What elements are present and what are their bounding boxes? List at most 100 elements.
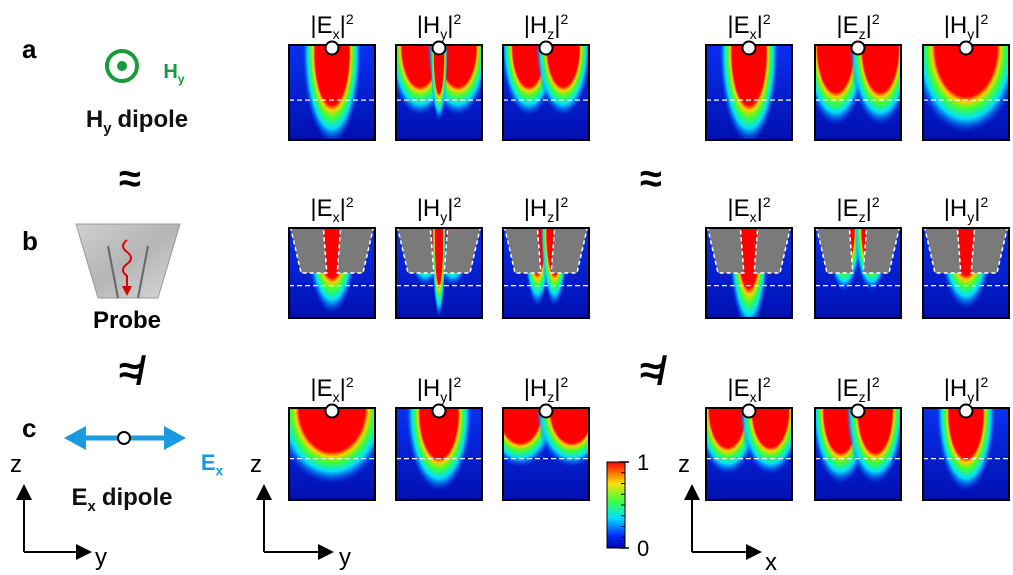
title-close: |	[554, 375, 560, 402]
relation-symbol: ≈	[119, 157, 141, 201]
field-map	[706, 408, 792, 500]
axis-label-z: z	[250, 451, 262, 478]
field-map	[289, 228, 375, 318]
probe-tip	[862, 228, 901, 274]
title-open: |E	[310, 375, 332, 402]
probe-tip	[550, 228, 589, 274]
probe-tip	[503, 228, 542, 274]
ex-dipole-label: Ex dipole	[72, 484, 173, 515]
field-lobe	[936, 408, 996, 491]
probe-tip	[923, 228, 962, 274]
field-map	[396, 45, 482, 140]
title-close: |	[554, 195, 560, 222]
field-map	[815, 408, 901, 500]
dipole-marker	[850, 403, 866, 419]
title-sup: 2	[981, 374, 989, 390]
symbol-main: H	[86, 106, 103, 133]
title-close: |	[447, 195, 453, 222]
probe-tip	[970, 228, 1009, 274]
title-open: |H	[524, 12, 548, 39]
panel-title: |Hy|2	[417, 374, 462, 405]
title-sup: 2	[561, 194, 569, 210]
title-sub: z	[859, 209, 866, 225]
symbol-sub: y	[178, 72, 185, 86]
row-label: b	[22, 226, 38, 256]
title-sup: 2	[981, 194, 989, 210]
dipole-marker	[431, 40, 447, 56]
title-close: |	[757, 375, 763, 402]
panel-title: |Ex|2	[727, 194, 770, 225]
title-open: |H	[417, 195, 441, 222]
panel-title: |Hy|2	[417, 194, 462, 225]
panel-frame	[922, 227, 1010, 319]
row-label: a	[22, 34, 37, 64]
field-map	[396, 228, 482, 318]
symbol-main: H	[163, 61, 177, 83]
axes-arrows	[16, 484, 762, 560]
field-map	[289, 408, 375, 500]
title-open: |E	[727, 375, 749, 402]
panel-title: |Hz|2	[524, 374, 569, 405]
title-close: |	[447, 12, 453, 39]
title-sup: 2	[454, 11, 462, 27]
field-map	[503, 45, 589, 140]
field-lobe	[739, 408, 792, 475]
title-open: |H	[944, 195, 968, 222]
title-open: |E	[836, 375, 858, 402]
title-open: |E	[310, 195, 332, 222]
field-map	[503, 228, 589, 318]
title-open: |E	[727, 195, 749, 222]
dipole-marker	[958, 403, 974, 419]
title-sup: 2	[872, 374, 880, 390]
title-sub: z	[859, 26, 866, 42]
title-close: |	[757, 195, 763, 222]
field-lobe	[432, 228, 446, 318]
relation-symbol: ≈	[640, 157, 662, 201]
title-sub: x	[333, 26, 340, 42]
title-sub: z	[859, 389, 866, 405]
dipole-marker	[324, 40, 340, 56]
panel-title: |Ez|2	[836, 194, 879, 225]
hy-dipole-icon	[105, 49, 139, 83]
field-map	[289, 45, 375, 140]
field-map	[815, 228, 901, 318]
panel-title: |Ex|2	[727, 11, 770, 42]
panel-title: |Ez|2	[836, 11, 879, 42]
title-open: |H	[417, 375, 441, 402]
title-sup: 2	[872, 11, 880, 27]
title-sub: x	[333, 209, 340, 225]
axis-label-h: y	[95, 544, 107, 571]
field-lobe	[845, 408, 901, 484]
title-sub: x	[750, 389, 757, 405]
field-lobe	[430, 45, 448, 121]
relation-symbol: ≉	[119, 349, 146, 393]
title-open: |H	[944, 375, 968, 402]
title-close: |	[340, 195, 346, 222]
colorbar-tick-label: 1	[637, 450, 649, 475]
field-lobe	[923, 45, 1009, 133]
symbol-tail: dipole	[102, 484, 173, 511]
field-lobe	[849, 45, 901, 125]
field-map	[396, 408, 482, 500]
symbol-tail: dipole	[117, 106, 188, 133]
title-sub: y	[440, 389, 447, 405]
relation-symbol: ≉	[640, 349, 667, 393]
title-close: |	[554, 12, 560, 39]
title-open: |E	[727, 12, 749, 39]
field-lobe	[535, 45, 589, 116]
panel-title: |Ex|2	[727, 374, 770, 405]
title-sup: 2	[872, 194, 880, 210]
title-sup: 2	[763, 11, 771, 27]
panel-title: |Ex|2	[310, 374, 353, 405]
title-open: |H	[524, 195, 548, 222]
dipole-marker	[958, 40, 974, 56]
title-close: |	[447, 375, 453, 402]
title-sub: y	[967, 389, 974, 405]
probe-tip	[815, 228, 854, 274]
field-map	[503, 408, 589, 500]
dipole-marker	[741, 40, 757, 56]
title-sup: 2	[454, 194, 462, 210]
title-sup: 2	[763, 374, 771, 390]
dipole-marker	[324, 403, 340, 419]
